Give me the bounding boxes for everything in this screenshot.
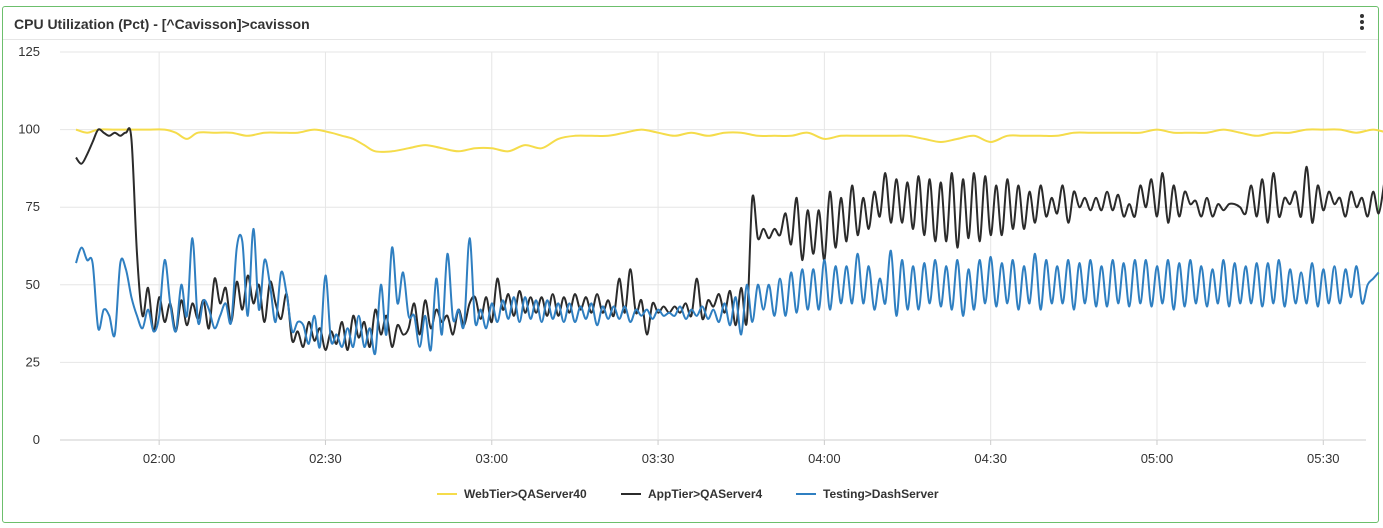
legend-item-2[interactable]: AppTier>QAServer4: [621, 487, 762, 501]
y-axis: 0 25 50 75 100 125: [18, 44, 40, 447]
legend-item-1[interactable]: WebTier>QAServer40: [437, 487, 587, 501]
x-tick-label: 03:00: [475, 451, 508, 466]
series-line-2: [75, 127, 1383, 352]
y-tick-label: 0: [33, 432, 40, 447]
legend: WebTier>QAServer40 AppTier>QAServer4 Testi…: [437, 487, 939, 501]
y-tick-label: 75: [26, 199, 40, 214]
panel-header: CPU Utilization (Pct) - [^Cavisson]>cavi…: [3, 7, 1378, 40]
y-tick-label: 25: [26, 354, 40, 369]
x-tick-label: 04:00: [808, 451, 841, 466]
y-tick-label: 100: [18, 122, 40, 137]
legend-item-3[interactable]: Testing>DashServer: [796, 487, 939, 501]
x-tick-label: 05:30: [1307, 451, 1340, 466]
legend-label: Testing>DashServer: [823, 487, 939, 501]
x-tick-label: 02:30: [309, 451, 342, 466]
x-tick-label: 02:00: [143, 451, 176, 466]
chart-panel: CPU Utilization (Pct) - [^Cavisson]>cavi…: [2, 6, 1379, 523]
x-tick-label: 03:30: [642, 451, 675, 466]
panel-title: CPU Utilization (Pct) - [^Cavisson]>cavi…: [14, 16, 310, 32]
legend-label: AppTier>QAServer4: [648, 487, 762, 501]
x-tick-label: 05:00: [1141, 451, 1174, 466]
y-tick-label: 50: [26, 277, 40, 292]
more-options-icon[interactable]: [1356, 12, 1368, 32]
series-line-3: [75, 227, 1380, 356]
series-lines: [75, 127, 1383, 356]
legend-label: WebTier>QAServer40: [464, 487, 587, 501]
series-line-1: [75, 128, 1383, 153]
x-tick-label: 04:30: [974, 451, 1007, 466]
y-tick-label: 125: [18, 44, 40, 59]
x-axis: 02:00 02:30 03:00 03:30 04:00 04:30 05:00 05:30: [143, 440, 1340, 466]
